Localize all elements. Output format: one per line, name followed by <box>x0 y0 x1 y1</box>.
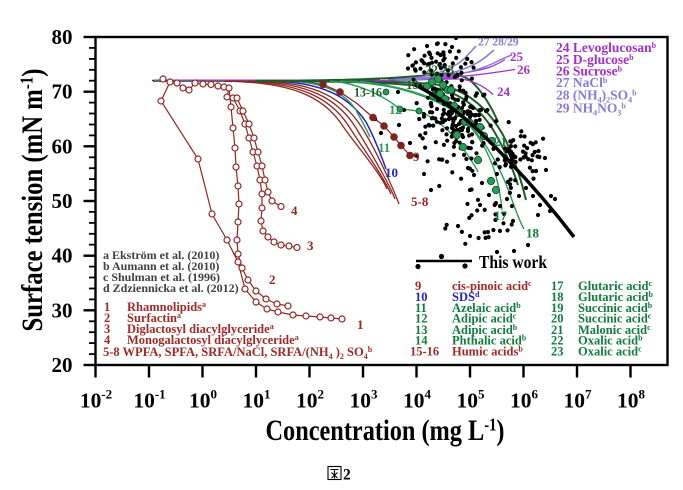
svg-text:2: 2 <box>269 272 276 287</box>
svg-text:25 D-glucoseb: 25 D-glucoseb <box>556 52 634 67</box>
svg-text:100: 100 <box>189 387 217 413</box>
svg-text:Adipic acidb: Adipic acidb <box>452 323 518 337</box>
svg-text:11: 11 <box>378 140 390 155</box>
svg-text:Oxalic acidb: Oxalic acidb <box>578 334 643 348</box>
svg-text:c Shulman et al. (1996): c Shulman et al. (1996) <box>103 270 220 284</box>
svg-text:23: 23 <box>551 345 564 359</box>
svg-text:3: 3 <box>104 322 110 336</box>
svg-text:10: 10 <box>385 165 398 180</box>
svg-text:28 (NH4)2SO4b: 28 (NH4)2SO4b <box>556 88 637 105</box>
svg-text:18: 18 <box>526 226 540 241</box>
svg-text:13-16: 13-16 <box>354 85 382 100</box>
svg-text:14: 14 <box>415 334 428 348</box>
svg-text:b Aumann et al. (2010): b Aumann et al. (2010) <box>103 259 219 273</box>
svg-text:22 23: 22 23 <box>425 62 455 77</box>
svg-text:24: 24 <box>497 84 511 99</box>
svg-text:50: 50 <box>52 189 73 213</box>
svg-text:SDSd: SDSd <box>452 290 480 304</box>
svg-text:1: 1 <box>357 317 364 332</box>
svg-text:Phthalic acidb: Phthalic acidb <box>452 334 527 348</box>
svg-text:10: 10 <box>415 290 428 304</box>
svg-text:Succinic acidc: Succinic acidc <box>578 312 652 326</box>
svg-text:This work: This work <box>479 252 547 272</box>
svg-text:26: 26 <box>517 62 531 77</box>
svg-text:3: 3 <box>307 238 314 253</box>
svg-text:70: 70 <box>52 80 73 104</box>
svg-text:30: 30 <box>52 298 73 322</box>
svg-text:17: 17 <box>551 279 564 293</box>
svg-text:5-8: 5-8 <box>411 194 429 209</box>
svg-text:25: 25 <box>510 49 524 64</box>
svg-text:29 NH4NO3b: 29 NH4NO3b <box>556 101 626 118</box>
svg-text:9: 9 <box>413 149 420 164</box>
svg-text:19: 19 <box>406 77 420 92</box>
svg-text:17: 17 <box>494 208 508 223</box>
svg-text:108: 108 <box>617 387 646 413</box>
svg-text:21: 21 <box>494 134 507 149</box>
svg-text:Diglactosyl diacylglyceridea: Diglactosyl diacylglyceridea <box>127 322 274 336</box>
svg-text:2: 2 <box>343 467 351 484</box>
svg-text:Glutaric acidc: Glutaric acidc <box>578 279 652 293</box>
svg-text:27 28/29: 27 28/29 <box>478 37 519 49</box>
svg-text:Surfactina: Surfactina <box>127 311 181 325</box>
svg-text:12: 12 <box>415 312 428 326</box>
svg-text:Monogalactosyl diacylglyceride: Monogalactosyl diacylglyceridea <box>127 333 299 347</box>
svg-text:Azelaic acidb: Azelaic acidb <box>452 301 521 315</box>
svg-text:a Ekström et al. (2010): a Ekström et al. (2010) <box>103 248 219 262</box>
svg-text:105: 105 <box>457 387 486 413</box>
svg-text:Adipic acidc: Adipic acidc <box>452 312 517 326</box>
svg-text:Succinic acidb: Succinic acidb <box>578 301 653 315</box>
svg-text:13: 13 <box>415 323 428 337</box>
svg-text:22: 22 <box>551 334 564 348</box>
svg-text:4: 4 <box>104 333 111 347</box>
svg-text:19: 19 <box>551 301 564 315</box>
svg-text:60: 60 <box>52 134 73 158</box>
svg-text:Malonic acidc: Malonic acidc <box>578 323 651 337</box>
svg-text:Oxalic acidc: Oxalic acidc <box>578 345 642 359</box>
svg-text:Glutaric acidb: Glutaric acidb <box>578 290 653 304</box>
svg-text:21: 21 <box>551 323 564 337</box>
svg-text:40: 40 <box>52 244 73 268</box>
svg-text:Humic acidsb: Humic acidsb <box>452 345 523 359</box>
svg-text:80: 80 <box>52 25 73 49</box>
svg-text:12: 12 <box>389 102 402 117</box>
svg-text:20: 20 <box>52 353 73 377</box>
svg-text:20: 20 <box>551 312 564 326</box>
svg-text:Concentration (mg L-1): Concentration (mg L-1) <box>266 415 505 448</box>
svg-text:1: 1 <box>104 300 110 314</box>
svg-text:Rhamnolipidsa: Rhamnolipidsa <box>127 300 206 314</box>
svg-text:18: 18 <box>551 290 564 304</box>
svg-text:2: 2 <box>104 311 110 325</box>
svg-text:4: 4 <box>291 203 298 218</box>
svg-text:15-16: 15-16 <box>410 345 439 359</box>
svg-text:cis-pinoic acidc: cis-pinoic acidc <box>452 279 532 293</box>
svg-text:27 NaClb: 27 NaClb <box>556 75 608 90</box>
svg-text:Surface tension (mN m-1): Surface tension (mN m-1) <box>17 69 50 332</box>
svg-text:9: 9 <box>415 279 421 293</box>
svg-text:d Zdziennicka et al. (2012): d Zdziennicka et al. (2012) <box>103 281 239 295</box>
svg-text:5-8 WPFA, SPFA, SRFA/NaCl, SRF: 5-8 WPFA, SPFA, SRFA/NaCl, SRFA/(NH4 )2 … <box>103 345 373 361</box>
svg-text:26 Sucroseb: 26 Sucroseb <box>556 64 623 79</box>
svg-text:11: 11 <box>415 301 427 315</box>
svg-text:24 Levoglucosanb: 24 Levoglucosanb <box>556 40 657 55</box>
